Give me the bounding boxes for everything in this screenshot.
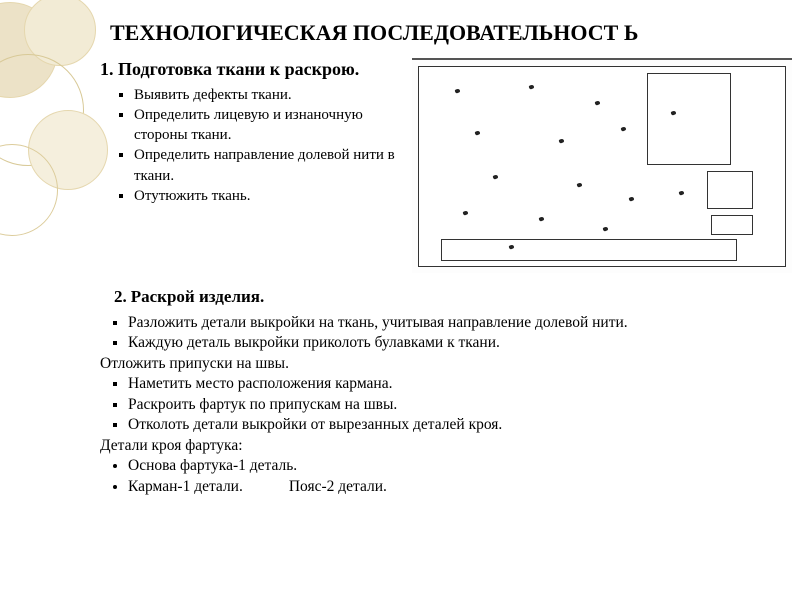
content-area: ТЕХНОЛОГИЧЕСКАЯ ПОСЛЕДОВАТЕЛЬНОСТ Ь 1. П… xyxy=(100,20,792,592)
fabric-defect-dot xyxy=(474,130,480,135)
section-1: 1. Подготовка ткани к раскрою. Выявить д… xyxy=(100,58,400,273)
fabric-defect-dot xyxy=(628,196,634,201)
section-1-title: Подготовка ткани к раскрою. xyxy=(118,59,359,79)
slide-decoration xyxy=(0,0,100,280)
list-item: Выявить дефекты ткани. xyxy=(134,85,400,105)
fabric-defect-dot xyxy=(454,88,460,93)
list-item: Раскроить фартук по припускам на швы. xyxy=(128,395,792,415)
list-item: Наметить место расположения кармана. xyxy=(128,374,792,394)
fabric-defect-dot xyxy=(620,126,626,131)
fabric-defect-dot xyxy=(594,100,600,105)
pattern-piece xyxy=(647,73,731,165)
fabric-defect-dot xyxy=(528,84,534,89)
list-item-part-a: Карман-1 детали. xyxy=(128,478,243,495)
list-item: Карман-1 детали. Пояс-2 детали. xyxy=(128,477,792,497)
list-item: Определить направление долевой нити в тк… xyxy=(134,145,400,186)
page-title: ТЕХНОЛОГИЧЕСКАЯ ПОСЛЕДОВАТЕЛЬНОСТ Ь xyxy=(110,20,792,46)
list-item: Отутюжить ткань. xyxy=(134,186,400,206)
fabric-diagram xyxy=(412,58,792,273)
section-2-list-a: Разложить детали выкройки на ткань, учит… xyxy=(100,313,792,354)
section-2-title: Раскрой изделия. xyxy=(131,287,264,306)
list-item-part-b: Пояс-2 детали. xyxy=(289,478,387,495)
list-item: Каждую деталь выкройки приколоть булавка… xyxy=(128,333,792,353)
fabric-outline xyxy=(418,66,786,267)
top-row: 1. Подготовка ткани к раскрою. Выявить д… xyxy=(100,58,792,273)
section-1-heading: 1. Подготовка ткани к раскрою. xyxy=(100,58,400,81)
fabric-defect-dot xyxy=(576,182,582,187)
fabric-defect-dot xyxy=(462,210,468,215)
fabric-defect-dot xyxy=(678,190,684,195)
section-1-number: 1. xyxy=(100,59,114,79)
section-2-list-c: Основа фартука-1 деталь.Карман-1 детали.… xyxy=(100,456,792,497)
section-2-list-b: Наметить место расположения кармана.Раск… xyxy=(100,374,792,435)
fabric-defect-dot xyxy=(492,174,498,179)
list-item: Определить лицевую и изнаночную стороны … xyxy=(134,105,400,146)
section-2-number: 2. xyxy=(114,287,127,306)
fabric-defect-dot xyxy=(602,226,608,231)
fabric-defect-dot xyxy=(538,216,544,221)
section-2-plain-b: Детали кроя фартука: xyxy=(100,436,792,456)
section-2-heading-wrap: 2. Раскрой изделия. xyxy=(114,287,792,307)
section-2-plain-a: Отложить припуски на швы. xyxy=(100,354,792,374)
pattern-piece xyxy=(707,171,753,209)
fabric-defect-dot xyxy=(558,138,564,143)
pattern-piece xyxy=(711,215,753,235)
list-item: Основа фартука-1 деталь. xyxy=(128,456,792,476)
list-item: Разложить детали выкройки на ткань, учит… xyxy=(128,313,792,333)
section-1-list: Выявить дефекты ткани.Определить лицевую… xyxy=(100,85,400,207)
list-item: Отколоть детали выкройки от вырезанных д… xyxy=(128,415,792,435)
pattern-piece xyxy=(441,239,737,261)
